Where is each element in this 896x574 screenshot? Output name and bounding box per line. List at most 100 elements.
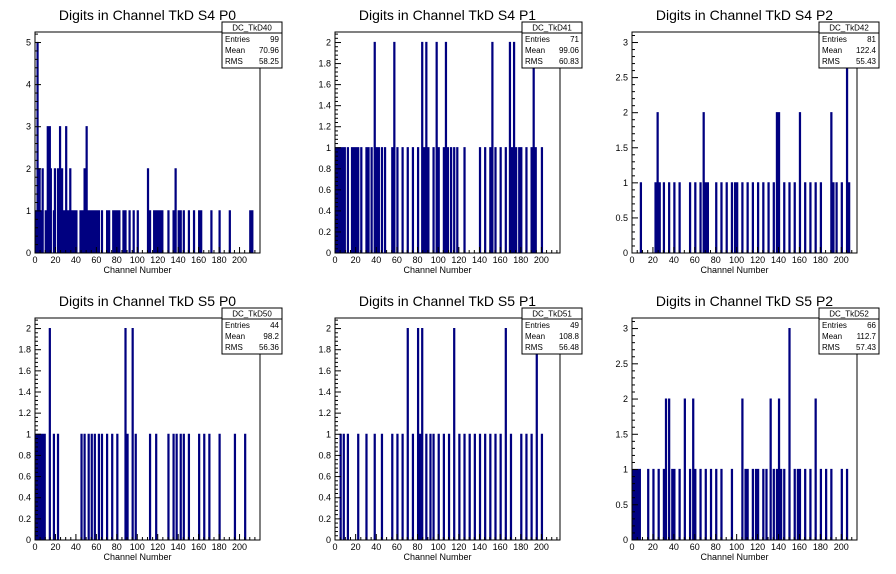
chart-title: Digits in Channel TkD S4 P0 [59, 7, 236, 23]
y-tick-label: 0 [623, 535, 628, 545]
y-tick-label: 0.4 [18, 493, 31, 503]
y-tick-label: 1 [326, 429, 331, 439]
stats-entries-label: Entries [525, 35, 550, 44]
stats-name: DC_TkD52 [829, 310, 869, 319]
x-tick-label: 20 [648, 542, 658, 552]
stats-box [521, 307, 583, 355]
x-tick-label: 160 [792, 255, 807, 265]
y-tick-label: 1.8 [18, 345, 31, 355]
stats-rms-label: RMS [225, 57, 243, 66]
x-tick-label: 140 [771, 255, 786, 265]
stats-rms-value: 58.25 [259, 57, 280, 66]
x-tick-label: 160 [493, 255, 508, 265]
y-tick-label: 0.6 [18, 472, 31, 482]
y-tick-label: 5 [26, 38, 31, 48]
x-tick-label: 80 [413, 542, 423, 552]
y-tick-label: 0 [623, 248, 628, 258]
x-tick-label: 180 [513, 542, 528, 552]
y-tick-label: 2 [26, 324, 31, 334]
y-tick-label: 3 [623, 38, 628, 48]
x-tick-label: 0 [629, 542, 634, 552]
x-tick-label: 140 [472, 542, 487, 552]
x-tick-label: 80 [711, 255, 721, 265]
x-tick-label: 160 [493, 542, 508, 552]
stats-rms-label: RMS [525, 343, 543, 352]
y-tick-label: 0.4 [318, 493, 331, 503]
x-tick-label: 160 [191, 542, 206, 552]
y-tick-label: 4 [26, 80, 31, 90]
stats-mean-value: 108.8 [559, 332, 580, 341]
x-tick-label: 0 [32, 255, 37, 265]
x-tick-label: 40 [669, 255, 679, 265]
x-tick-label: 160 [191, 255, 206, 265]
chart-title: Digits in Channel TkD S4 P1 [359, 7, 536, 23]
x-tick-label: 0 [32, 542, 37, 552]
stats-entries-value: 44 [270, 321, 279, 330]
stats-entries-label: Entries [822, 321, 847, 330]
x-tick-label: 200 [232, 255, 247, 265]
y-tick-label: 0.6 [318, 472, 331, 482]
x-tick-label: 80 [413, 255, 423, 265]
stats-entries-label: Entries [525, 321, 550, 330]
stats-rms-value: 57.43 [856, 343, 877, 352]
stats-mean-label: Mean [822, 46, 842, 55]
x-axis-label: Channel Number [103, 552, 171, 562]
stats-rms-value: 56.48 [559, 343, 580, 352]
y-tick-label: 0.8 [318, 450, 331, 460]
y-tick-label: 0 [326, 248, 331, 258]
x-tick-label: 120 [150, 255, 165, 265]
histogram-bars [339, 327, 544, 540]
x-tick-label: 40 [71, 255, 81, 265]
x-tick-label: 180 [813, 255, 828, 265]
y-tick-label: 0.2 [318, 227, 331, 237]
x-tick-label: 60 [91, 255, 101, 265]
stats-mean-value: 98.2 [263, 332, 279, 341]
stats-rms-value: 55.43 [856, 57, 877, 66]
x-tick-label: 100 [431, 255, 446, 265]
x-tick-label: 80 [112, 255, 122, 265]
x-tick-label: 120 [750, 255, 765, 265]
histogram-panel: Digits in Channel TkD S5 P20 20 40 60 80 100 1… [615, 293, 880, 562]
chart-title: Digits in Channel TkD S5 P1 [359, 293, 536, 309]
stats-box [221, 21, 283, 69]
x-tick-label: 100 [729, 255, 744, 265]
x-tick-label: 200 [534, 542, 549, 552]
chart-title: Digits in Channel TkD S5 P0 [59, 293, 236, 309]
stats-box [521, 21, 583, 69]
y-tick-label: 1.5 [615, 143, 628, 153]
x-tick-label: 100 [130, 542, 145, 552]
stats-entries-value: 66 [867, 321, 876, 330]
stats-entries-label: Entries [225, 35, 250, 44]
y-tick-label: 0 [326, 535, 331, 545]
stats-mean-value: 112.7 [857, 332, 877, 341]
y-tick-label: 1.4 [18, 387, 31, 397]
x-tick-label: 140 [171, 542, 186, 552]
x-tick-label: 0 [629, 255, 634, 265]
y-tick-label: 3 [623, 324, 628, 334]
stats-entries-label: Entries [225, 321, 250, 330]
histogram-panel: Digits in Channel TkD S4 P00 20 40 60 80 100 1… [26, 7, 283, 275]
x-tick-label: 180 [212, 255, 227, 265]
plot-frame [334, 31, 561, 254]
stats-name: DC_TkD42 [829, 24, 869, 33]
x-tick-label: 100 [130, 255, 145, 265]
x-tick-label: 200 [534, 255, 549, 265]
y-tick-label: 0.4 [318, 206, 331, 216]
histogram-panel: Digits in Channel TkD S5 P00 20 40 60 80 100 1… [18, 293, 283, 562]
y-tick-label: 2 [326, 38, 331, 48]
x-tick-label: 200 [834, 255, 849, 265]
x-tick-label: 180 [212, 542, 227, 552]
x-tick-label: 180 [813, 542, 828, 552]
x-axis-label: Channel Number [700, 552, 768, 562]
y-tick-label: 0 [26, 535, 31, 545]
y-tick-label: 1.2 [318, 122, 331, 132]
x-tick-label: 180 [513, 255, 528, 265]
y-tick-label: 1 [26, 206, 31, 216]
x-tick-label: 80 [112, 542, 122, 552]
x-tick-label: 100 [729, 542, 744, 552]
x-tick-label: 20 [351, 542, 361, 552]
y-tick-label: 2 [623, 394, 628, 404]
plot-frame [631, 31, 858, 254]
y-tick-label: 1.4 [318, 387, 331, 397]
